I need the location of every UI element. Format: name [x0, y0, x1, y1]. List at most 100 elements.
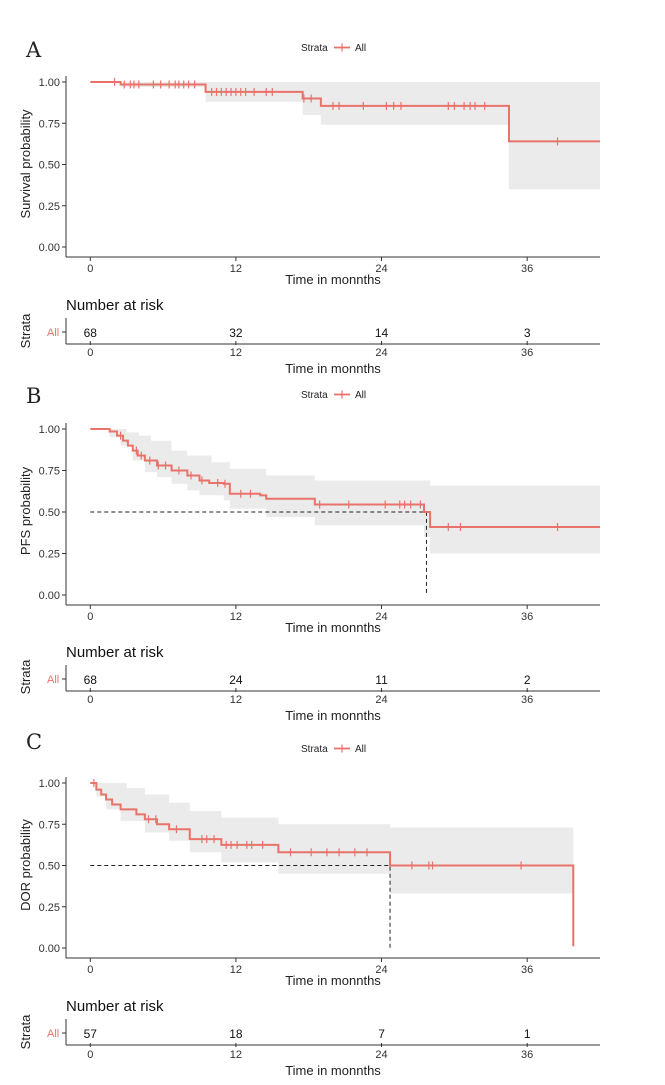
legend-label-a: All [355, 43, 366, 54]
risk-title-a: Number at risk [66, 297, 164, 314]
x-axis-title-b: Time in monnths [285, 620, 381, 635]
km-plot-a: 0.00 0.25 0.50 0.75 1.00 0 12 24 36 [39, 76, 600, 275]
risk-count: 57 [84, 1027, 98, 1041]
y-tick-label: 0.75 [39, 819, 60, 831]
x-tick-label: 36 [521, 263, 533, 275]
y-tick-label: 0.50 [39, 507, 60, 519]
risk-x-tick-label: 36 [521, 694, 533, 706]
y-tick-label: 0.00 [39, 943, 60, 955]
risk-row-c: 57 0 18 12 7 24 1 36 [84, 1027, 534, 1061]
y-tick-label: 0.50 [39, 861, 60, 873]
panel-c: C Strata All 0.00 0.25 0.50 0.75 1.00 0 12 24 36… [18, 730, 600, 1078]
legend-title-a: Strata [301, 43, 328, 54]
risk-x-title-b: Time in monnths [285, 708, 381, 723]
y-axis-title-b: PFS probability [18, 466, 33, 555]
x-tick-label: 12 [230, 964, 242, 976]
legend-title-c: Strata [301, 744, 328, 755]
panel-a: A Strata All 0.000.250.500.751.000 12 24 36… [18, 38, 600, 376]
x-tick-label: 0 [87, 611, 93, 623]
x-tick-label: 0 [87, 263, 93, 275]
legend-c: Strata All [301, 744, 366, 755]
risk-x-tick-label: 24 [375, 1049, 387, 1061]
panel-label-b: B [26, 384, 41, 408]
risk-x-tick-label: 24 [375, 347, 387, 359]
y-tick-label: 1.00 [39, 778, 60, 790]
median-dashed-line [90, 865, 391, 948]
x-tick-label: 36 [521, 964, 533, 976]
risk-table-a: Number at risk Strata All 68 0 32 12 14 24 3 36… [18, 297, 600, 376]
x-axis-title-a: Time in monnths [285, 272, 381, 287]
risk-row-b: 68 0 24 12 11 24 2 36 [84, 673, 534, 706]
x-tick-label: 36 [521, 611, 533, 623]
risk-x-tick-label: 12 [230, 347, 242, 359]
risk-count: 3 [524, 326, 531, 340]
y-tick-label: 0.25 [39, 549, 60, 561]
risk-strata-label-a: All [47, 327, 59, 339]
confidence-band [90, 429, 600, 554]
y-tick-label: 0.75 [39, 118, 60, 130]
risk-count: 2 [524, 673, 531, 687]
risk-count: 11 [375, 673, 388, 687]
y-tick-label: 0.00 [39, 242, 60, 254]
y-tick-label: 0.50 [39, 160, 60, 172]
risk-x-title-a: Time in monnths [285, 361, 381, 376]
risk-count: 18 [229, 1027, 243, 1041]
risk-count: 68 [84, 673, 98, 687]
risk-x-title-c: Time in monnths [285, 1063, 381, 1078]
risk-count: 32 [229, 326, 243, 340]
risk-strata-title-c: Strata [18, 1014, 33, 1049]
risk-table-c: Number at risk Strata All 5701812724136 … [18, 998, 600, 1078]
y-tick-label: 1.00 [39, 424, 60, 436]
risk-x-tick-label: 36 [521, 1049, 533, 1061]
x-tick-label: 12 [230, 263, 242, 275]
y-tick-label: 1.00 [39, 77, 60, 89]
confidence-band [90, 783, 574, 894]
legend-a: Strata All [301, 43, 366, 54]
risk-count: 1 [524, 1027, 531, 1041]
panel-label-a: A [25, 38, 42, 62]
panel-label-c: C [26, 730, 42, 754]
risk-strata-label-c: All [47, 1028, 59, 1040]
y-tick-label: 0.25 [39, 201, 60, 213]
risk-count: 24 [229, 673, 243, 687]
risk-x-tick-label: 0 [87, 1049, 93, 1061]
risk-count: 7 [378, 1027, 385, 1041]
risk-strata-title-a: Strata [18, 313, 33, 348]
risk-title-c: Number at risk [66, 998, 164, 1015]
risk-x-tick-label: 0 [87, 347, 93, 359]
x-tick-label: 0 [87, 964, 93, 976]
km-plot-b: 0.00 0.25 0.50 0.75 1.00 0 12 24 36 [39, 423, 600, 623]
risk-count: 68 [84, 326, 98, 340]
x-tick-label: 24 [375, 263, 387, 275]
panel-b: B Strata All 0.00 0.25 0.50 0.75 1.00 0 12 24 36… [18, 384, 600, 723]
x-axis-title-c: Time in monnths [285, 973, 381, 988]
confidence-band [90, 82, 600, 190]
legend-title-b: Strata [301, 390, 328, 401]
x-tick-label: 24 [375, 611, 387, 623]
y-tick-label: 0.00 [39, 590, 60, 602]
survival-curve [90, 428, 600, 528]
risk-table-b: Number at risk Strata All 68 0 24 12 11 24 2 36… [18, 644, 600, 723]
y-tick-label: 0.25 [39, 902, 60, 914]
risk-x-tick-label: 12 [230, 1049, 242, 1061]
y-tick-label: 0.75 [39, 466, 60, 478]
risk-strata-title-b: Strata [18, 659, 33, 694]
legend-b: Strata All [301, 390, 366, 401]
legend-label-c: All [355, 744, 366, 755]
legend-label-b: All [355, 390, 366, 401]
y-axis-title-a: Survival probability [18, 109, 33, 219]
km-plot-c: 0.00 0.25 0.50 0.75 1.00 0 12 24 36 [39, 777, 600, 976]
risk-x-tick-label: 24 [375, 694, 387, 706]
risk-row-a: 68 0 32 12 14 24 3 36 [84, 326, 534, 359]
x-tick-label: 24 [375, 964, 387, 976]
x-tick-label: 12 [230, 611, 242, 623]
risk-title-b: Number at risk [66, 644, 164, 661]
risk-x-tick-label: 12 [230, 694, 242, 706]
survival-curve [90, 782, 575, 947]
survival-curve [90, 81, 600, 143]
y-axis-title-c: DOR probability [18, 819, 33, 911]
risk-strata-label-b: All [47, 674, 59, 686]
risk-x-tick-label: 0 [87, 694, 93, 706]
risk-count: 14 [375, 326, 389, 340]
